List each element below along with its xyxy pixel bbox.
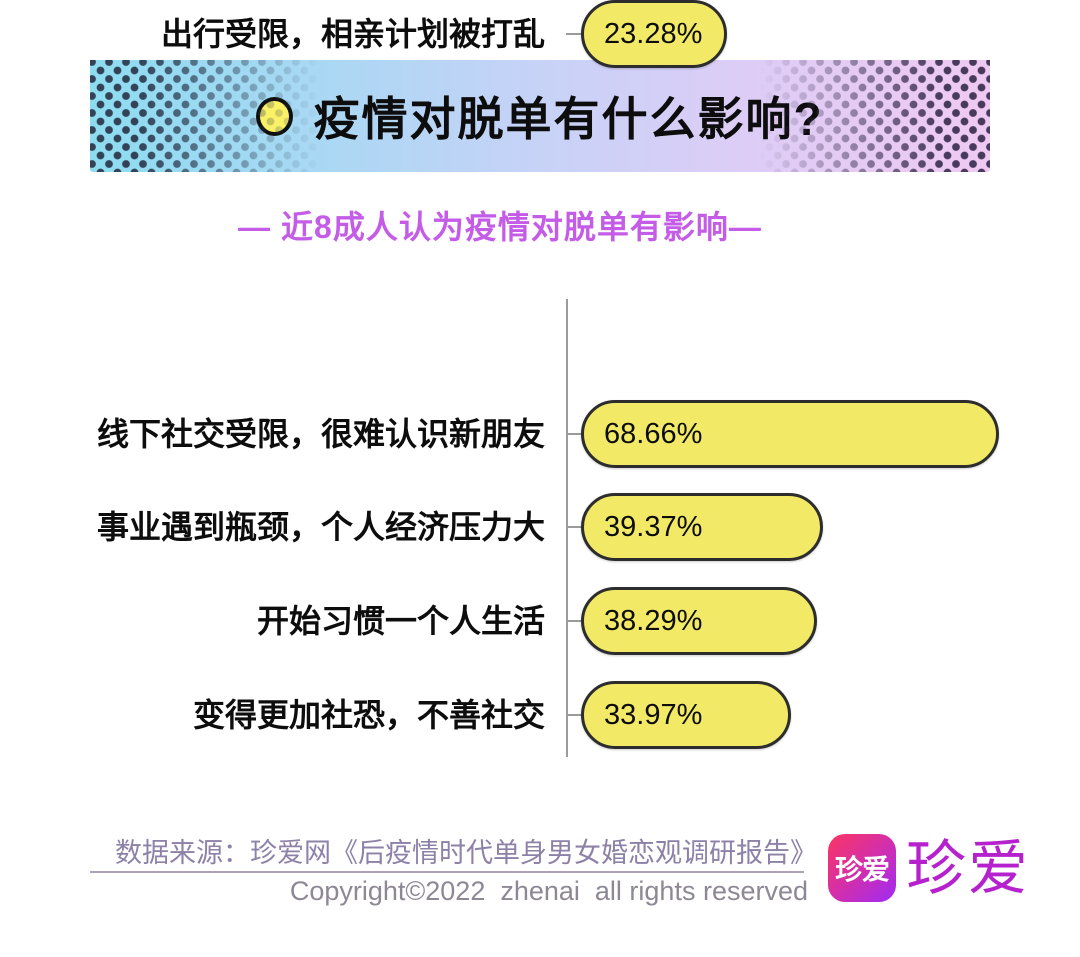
bar: 33.97%: [581, 681, 791, 749]
chart-row: 变得更加社恐，不善社交 33.97%: [0, 681, 1080, 749]
footer-divider: [90, 871, 804, 873]
bar-value-label: 23.28%: [604, 17, 703, 50]
category-label: 变得更加社恐，不善社交: [192, 697, 545, 733]
data-source-text: 数据来源：珍爱网《后疫情时代单身男女婚恋观调研报告》: [115, 838, 817, 868]
bar: 23.28%: [581, 0, 727, 68]
category-label: 线下社交受限，很难认识新朋友: [96, 416, 545, 452]
bar: 68.66%: [581, 400, 999, 468]
bar: 38.29%: [581, 587, 817, 655]
bar-value-label: 38.29%: [604, 604, 703, 637]
chart-row: 开始习惯一个人生活 38.29%: [0, 587, 1080, 655]
category-label: 开始习惯一个人生活: [256, 603, 545, 639]
connector-line: [566, 33, 582, 35]
chart-row: 线下社交受限，很难认识新朋友 68.66%: [0, 400, 1080, 468]
connector-line: [566, 620, 582, 622]
copyright-text: Copyright©2022 zhenai all rights reserve…: [289, 876, 808, 906]
zhenai-wordmark: 珍爱: [906, 835, 1030, 902]
bar: 39.37%: [581, 493, 823, 561]
page-title: 疫情对脱单有什么影响?: [313, 93, 824, 145]
category-label: 事业遇到瓶颈，个人经济压力大: [96, 509, 545, 545]
bar-value-label: 39.37%: [604, 510, 703, 543]
bar-value-label: 33.97%: [604, 698, 703, 731]
zhenai-app-icon: 珍爱: [828, 834, 896, 902]
zhenai-app-icon-text: 珍爱: [834, 854, 890, 885]
category-label: 出行受限，相亲计划被打乱: [160, 16, 545, 52]
connector-line: [566, 433, 582, 435]
chart-subtitle: — 近8成人认为疫情对脱单有影响—: [238, 209, 762, 245]
chart-row: 出行受限，相亲计划被打乱 23.28%: [0, 0, 1080, 68]
chart-axis-line: [566, 299, 568, 757]
chart-row: 事业遇到瓶颈，个人经济压力大 39.37%: [0, 493, 1080, 561]
connector-line: [566, 526, 582, 528]
bar-value-label: 68.66%: [604, 417, 703, 450]
connector-line: [566, 714, 582, 716]
